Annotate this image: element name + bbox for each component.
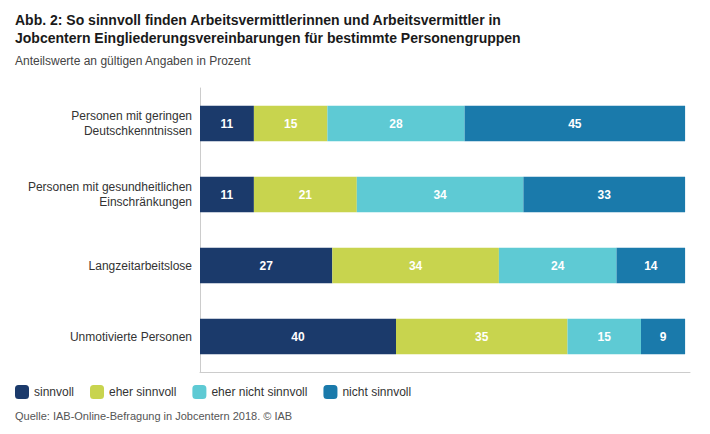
svg-text:Unmotivierte Personen: Unmotivierte Personen <box>70 330 192 344</box>
svg-text:9: 9 <box>660 330 667 344</box>
svg-text:Langzeitarbeitslose: Langzeitarbeitslose <box>89 259 193 273</box>
svg-text:34: 34 <box>433 188 447 202</box>
svg-text:28: 28 <box>389 117 403 131</box>
svg-text:Deutschkenntnissen: Deutschkenntnissen <box>84 124 192 138</box>
svg-text:35: 35 <box>475 330 489 344</box>
svg-text:21: 21 <box>299 188 313 202</box>
svg-text:Abb. 2: So sinnvoll finden Arb: Abb. 2: So sinnvoll finden Arbeitsvermit… <box>15 12 501 28</box>
svg-text:sinnvoll: sinnvoll <box>34 385 74 399</box>
svg-text:15: 15 <box>284 117 298 131</box>
svg-text:Anteilswerte an gültigen Angab: Anteilswerte an gültigen Angaben in Proz… <box>15 54 251 68</box>
svg-text:40: 40 <box>291 330 305 344</box>
svg-text:11: 11 <box>221 117 234 131</box>
svg-text:27: 27 <box>259 259 273 273</box>
svg-text:Personen mit geringen: Personen mit geringen <box>71 109 192 123</box>
svg-text:14: 14 <box>644 259 658 273</box>
svg-text:Jobcentern Eingliederungsverei: Jobcentern Eingliederungsvereinbarungen … <box>15 30 521 46</box>
svg-text:45: 45 <box>568 117 582 131</box>
svg-text:nicht sinnvoll: nicht sinnvoll <box>342 385 411 399</box>
svg-text:34: 34 <box>409 259 423 273</box>
svg-text:Einschränkungen: Einschränkungen <box>99 195 192 209</box>
svg-text:eher nicht sinnvoll: eher nicht sinnvoll <box>211 385 307 399</box>
svg-text:24: 24 <box>551 259 565 273</box>
svg-text:Quelle: IAB-Online-Befragung i: Quelle: IAB-Online-Befragung in Jobcente… <box>15 410 292 422</box>
svg-text:Personen mit gesundheitlichen: Personen mit gesundheitlichen <box>28 180 192 194</box>
svg-text:eher sinnvoll: eher sinnvoll <box>109 385 176 399</box>
svg-text:11: 11 <box>221 188 234 202</box>
svg-text:15: 15 <box>598 330 612 344</box>
svg-text:33: 33 <box>598 188 612 202</box>
